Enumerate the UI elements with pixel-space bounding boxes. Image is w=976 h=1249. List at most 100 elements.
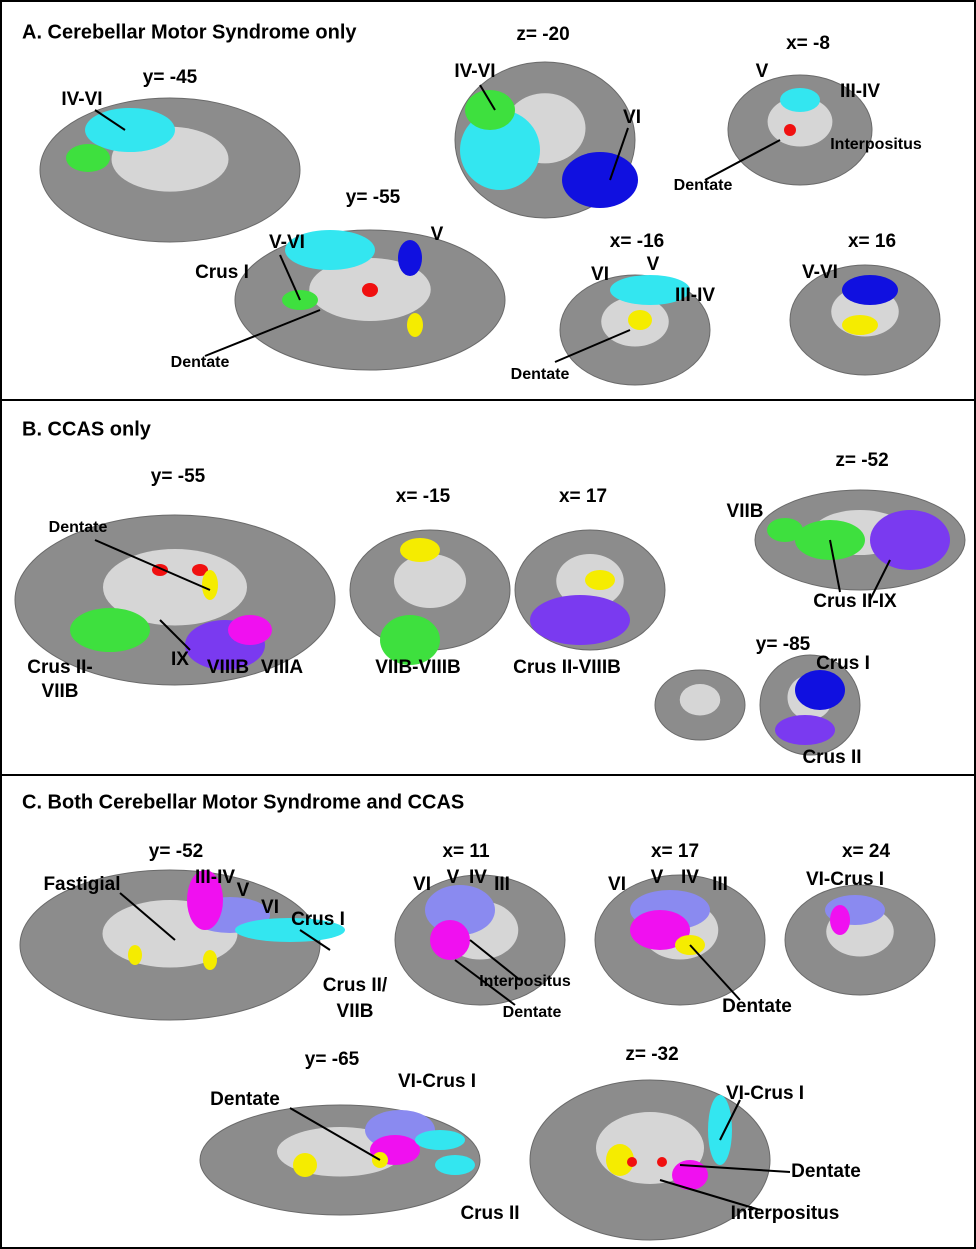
region-overlay bbox=[870, 510, 950, 570]
region-label: V bbox=[447, 867, 460, 888]
region-overlay bbox=[767, 518, 803, 542]
region-label: Interpositus bbox=[479, 973, 571, 990]
region-label: VIIB-VIIIB bbox=[375, 657, 461, 678]
slice-coordinate: y= -52 bbox=[149, 841, 203, 862]
region-overlay bbox=[435, 1155, 475, 1175]
panel-title: A. Cerebellar Motor Syndrome only bbox=[22, 21, 357, 43]
region-overlay bbox=[228, 615, 272, 645]
slice-coordinate: y= -55 bbox=[346, 187, 401, 208]
region-overlay bbox=[708, 1095, 732, 1165]
panel-title: B. CCAS only bbox=[22, 418, 152, 440]
region-label: IV bbox=[681, 867, 699, 888]
region-label: Crus II-VIIIB bbox=[513, 657, 621, 678]
slice-coordinate: y= -85 bbox=[756, 634, 811, 655]
region-label: V bbox=[237, 880, 250, 901]
slice-coordinate: z= -32 bbox=[625, 1044, 678, 1065]
region-label: VI-Crus I bbox=[726, 1083, 804, 1104]
region-label: VI bbox=[413, 874, 431, 895]
slice-coordinate: x= 17 bbox=[559, 486, 607, 507]
region-overlay bbox=[562, 152, 638, 208]
region-label: Dentate bbox=[674, 177, 733, 194]
region-overlay bbox=[407, 313, 423, 337]
region-label: Dentate bbox=[722, 996, 792, 1017]
region-overlay bbox=[784, 124, 796, 136]
slice-coordinate: x= 17 bbox=[651, 841, 699, 862]
region-label: Crus II- bbox=[27, 657, 92, 678]
region-label: III bbox=[712, 874, 728, 895]
region-label: VIIB bbox=[727, 501, 764, 522]
region-label: VI-Crus I bbox=[398, 1071, 476, 1092]
region-overlay bbox=[780, 88, 820, 112]
region-label: Dentate bbox=[503, 1004, 562, 1021]
region-label: Crus I bbox=[816, 653, 870, 674]
region-label: Fastigial bbox=[43, 874, 120, 895]
region-label: Crus II/ bbox=[323, 975, 388, 996]
region-label: Dentate bbox=[511, 366, 570, 383]
region-label: Dentate bbox=[171, 354, 230, 371]
white-matter bbox=[680, 684, 721, 716]
region-label: VI bbox=[261, 897, 279, 918]
region-overlay bbox=[585, 570, 615, 590]
region-label: Interpositus bbox=[830, 136, 922, 153]
region-label: VI bbox=[608, 874, 626, 895]
region-label: V bbox=[651, 867, 664, 888]
region-label: VIIIA bbox=[261, 657, 304, 678]
region-label: VIIB bbox=[337, 1001, 374, 1022]
white-matter bbox=[394, 554, 466, 608]
region-overlay bbox=[530, 595, 630, 645]
region-label: VI bbox=[623, 107, 641, 128]
region-overlay bbox=[398, 240, 422, 276]
region-label: Crus II bbox=[460, 1203, 519, 1224]
region-label: VI bbox=[591, 264, 609, 285]
region-label: IV-VI bbox=[61, 89, 102, 110]
slice-coordinate: x= 24 bbox=[842, 841, 891, 862]
region-label: V bbox=[756, 61, 769, 82]
region-label: V bbox=[431, 224, 444, 245]
slice-coordinate: z= -20 bbox=[516, 24, 569, 45]
region-overlay bbox=[842, 275, 898, 305]
region-overlay bbox=[128, 945, 142, 965]
slice-coordinate: y= -45 bbox=[143, 67, 198, 88]
region-overlay bbox=[202, 570, 218, 600]
region-overlay bbox=[830, 905, 850, 935]
region-label: Crus II-IX bbox=[813, 591, 897, 612]
region-label: III-IV bbox=[195, 867, 235, 888]
slice-coordinate: x= -16 bbox=[610, 231, 664, 252]
region-label: III-IV bbox=[675, 285, 715, 306]
region-overlay bbox=[775, 715, 835, 745]
slice-coordinate: x= -15 bbox=[396, 486, 451, 507]
region-label: V-VI bbox=[269, 232, 305, 253]
region-overlay bbox=[66, 144, 110, 172]
region-label: III-IV bbox=[840, 81, 880, 102]
region-label: IV-VI bbox=[454, 61, 495, 82]
region-label: Interpositus bbox=[731, 1203, 840, 1224]
region-overlay bbox=[85, 108, 175, 152]
region-label: III bbox=[494, 874, 510, 895]
region-label: Dentate bbox=[210, 1089, 280, 1110]
region-label: VIIB bbox=[42, 681, 79, 702]
slice-coordinate: y= -65 bbox=[305, 1049, 360, 1070]
region-overlay bbox=[430, 920, 470, 960]
figure: A. Cerebellar Motor Syndrome only B. CCAS… bbox=[0, 0, 976, 1249]
region-label: V bbox=[647, 254, 660, 275]
region-label: VIIIB bbox=[207, 657, 249, 678]
region-label: Crus I bbox=[195, 262, 249, 283]
slice-coordinate: x= 11 bbox=[442, 841, 489, 862]
region-label: Crus II bbox=[802, 747, 861, 768]
slice-coordinate: y= -55 bbox=[151, 466, 206, 487]
region-overlay bbox=[657, 1157, 667, 1167]
region-overlay bbox=[362, 283, 378, 297]
region-overlay bbox=[203, 950, 217, 970]
panel-title: C. Both Cerebellar Motor Syndrome and CC… bbox=[22, 791, 464, 813]
region-overlay bbox=[627, 1157, 637, 1167]
region-overlay bbox=[628, 310, 652, 330]
slice-coordinate: x= 16 bbox=[848, 231, 896, 252]
region-overlay bbox=[70, 608, 150, 652]
region-label: IV bbox=[469, 867, 487, 888]
region-label: V-VI bbox=[802, 262, 838, 283]
region-overlay bbox=[293, 1153, 317, 1177]
slice-coordinate: z= -52 bbox=[835, 450, 888, 471]
region-label: IX bbox=[171, 649, 189, 670]
region-overlay bbox=[415, 1130, 465, 1150]
region-label: Dentate bbox=[49, 519, 108, 536]
